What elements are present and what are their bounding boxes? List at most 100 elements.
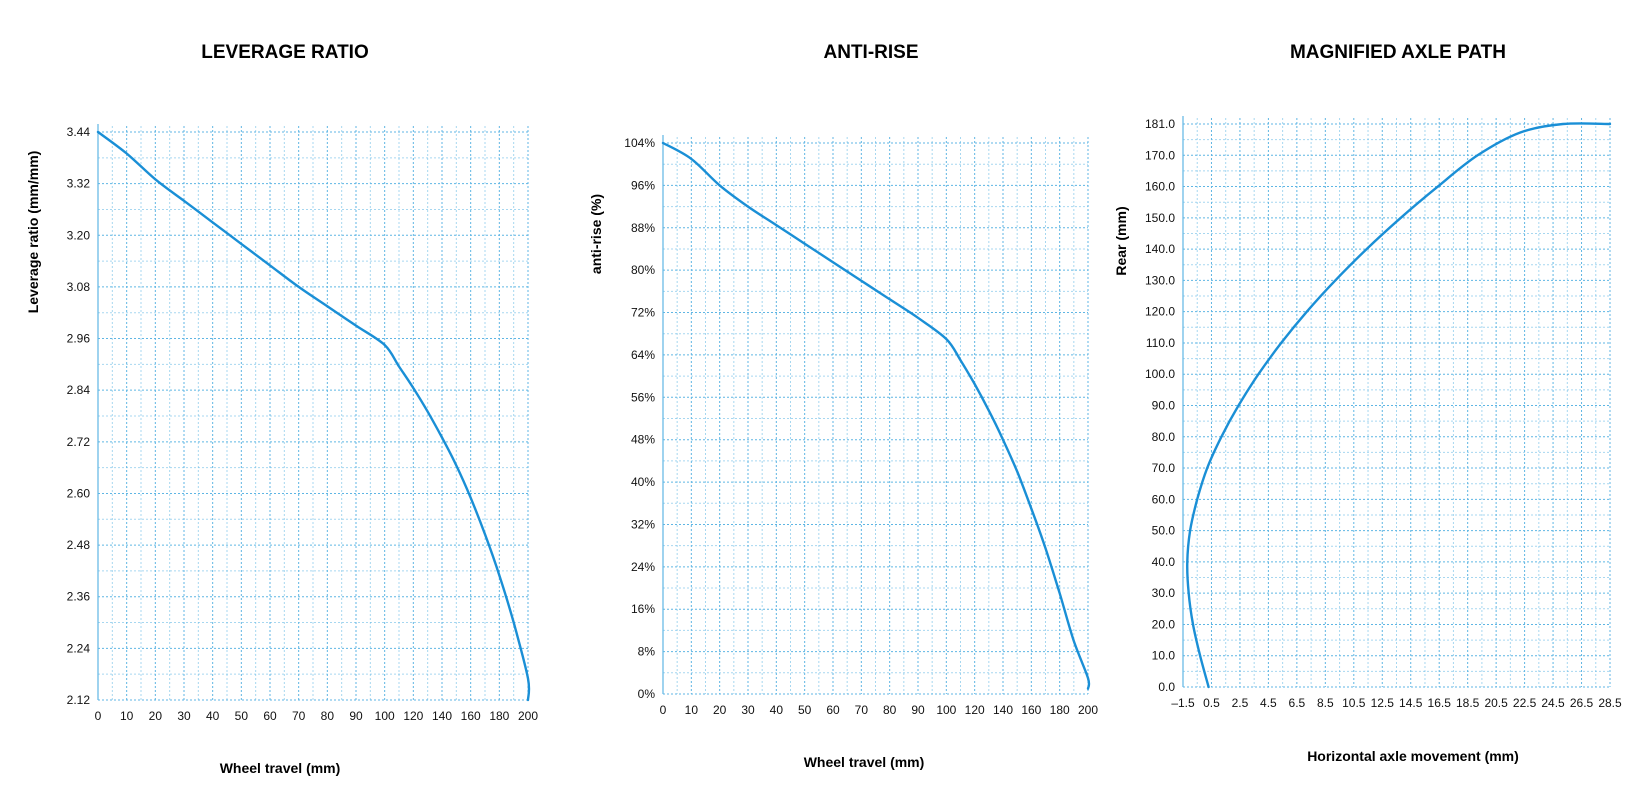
y-tick-label: 160.0 [1145,180,1175,194]
y-tick-label: 2.36 [67,590,91,604]
y-tick-label: 10.0 [1152,649,1176,663]
x-axis-label: Horizontal axle movement (mm) [1307,748,1519,764]
x-axis-label: Wheel travel (mm) [220,760,341,776]
x-tick-label: 8.5 [1317,696,1334,710]
y-tick-label: 32% [631,517,655,531]
x-axis-label: Wheel travel (mm) [804,754,925,770]
y-tick-label: 0.0 [1158,680,1175,694]
x-tick-label: 160 [1021,703,1041,717]
x-tick-label: 20 [713,703,727,717]
y-tick-label: 16% [631,602,655,616]
y-tick-label: 2.96 [67,332,91,346]
x-tick-label: 180 [489,709,509,723]
y-tick-label: 3.32 [67,177,91,191]
x-tick-label: 14.5 [1399,696,1423,710]
x-tick-label: 6.5 [1289,696,1306,710]
plot-area: 0 10 20 30 40 50 60 70 80 90 100 120 140 160 180 200 2.1… [67,124,538,723]
chart-anti-rise: ANTI-RISE Wheel travel (mm) anti-rise (%… [588,42,1098,770]
y-tick-label: 2.48 [67,538,91,552]
x-tick-label: 80 [321,709,335,723]
x-tick-label: 180 [1050,703,1070,717]
x-tick-label: 90 [911,703,925,717]
y-tick-label: 56% [631,390,655,404]
y-tick-label: 0% [638,687,656,701]
x-tick-label: 20 [149,709,163,723]
x-tick-label: 2.5 [1232,696,1249,710]
y-tick-label: 20.0 [1152,617,1176,631]
x-tick-label: 26.5 [1570,696,1594,710]
y-tick-label: 104% [624,136,655,150]
x-tick-label: 12.5 [1371,696,1395,710]
x-tick-label: 10.5 [1342,696,1366,710]
chart-title: LEVERAGE RATIO [201,42,369,63]
plot-area: –1.5 0.5 2.5 4.5 6.5 8.5 10.5 12.5 14.5 16.5 18.5 2… [1145,116,1622,710]
x-tick-label: 10 [120,709,134,723]
x-tick-label: 100 [375,709,395,723]
y-tick-label: 181.0 [1145,117,1175,131]
x-tick-label: 0 [660,703,667,717]
y-tick-label: 48% [631,433,655,447]
y-axis-label: Rear (mm) [1113,206,1129,275]
x-tick-label: 100 [936,703,956,717]
y-tick-label: 8% [638,645,656,659]
y-tick-label: 2.12 [67,693,91,707]
y-tick-label: 30.0 [1152,586,1176,600]
y-tick-label: 50.0 [1152,524,1176,538]
y-tick-label: 3.44 [67,125,91,139]
x-tick-label: –1.5 [1171,696,1195,710]
x-tick-label: 90 [349,709,363,723]
x-tick-label: 18.5 [1456,696,1480,710]
x-tick-label: 140 [432,709,452,723]
x-tick-label: 16.5 [1428,696,1452,710]
y-tick-label: 3.08 [67,280,91,294]
y-tick-label: 2.72 [67,435,91,449]
y-tick-label: 100.0 [1145,367,1175,381]
plot-area: 0 10 20 30 40 50 60 70 80 90 100 120 140 160 180 200 0% 8… [624,135,1098,717]
x-tick-label: 160 [461,709,481,723]
y-tick-label: 130.0 [1145,273,1175,287]
x-tick-label: 70 [855,703,869,717]
x-tick-label: 60 [263,709,277,723]
x-tick-label: 20.5 [1484,696,1508,710]
y-tick-label: 72% [631,306,655,320]
x-tick-label: 4.5 [1260,696,1277,710]
y-tick-label: 170.0 [1145,148,1175,162]
x-tick-label: 80 [883,703,897,717]
y-tick-label: 2.60 [67,486,91,500]
x-tick-label: 0 [95,709,102,723]
y-axis-label: Leverage ratio (mm/mm) [25,151,41,314]
x-tick-label: 0.5 [1203,696,1220,710]
series-line [96,130,531,702]
y-tick-label: 2.84 [67,383,91,397]
y-tick-label: 70.0 [1152,461,1176,475]
x-tick-label: 40 [206,709,220,723]
x-tick-label: 30 [177,709,191,723]
y-tick-label: 2.24 [67,641,91,655]
x-tick-label: 200 [518,709,538,723]
x-tick-label: 140 [993,703,1013,717]
chart-title: ANTI-RISE [824,42,919,63]
x-tick-label: 200 [1078,703,1098,717]
x-tick-label: 50 [798,703,812,717]
x-tick-label: 30 [741,703,755,717]
x-tick-label: 28.5 [1598,696,1622,710]
y-tick-label: 88% [631,221,655,235]
chart-magnified-axle-path: MAGNIFIED AXLE PATH Horizontal axle move… [1113,42,1622,764]
x-tick-label: 120 [403,709,423,723]
y-tick-label: 80% [631,263,655,277]
y-tick-label: 64% [631,348,655,362]
y-tick-label: 150.0 [1145,211,1175,225]
x-tick-label: 50 [235,709,249,723]
x-tick-label: 120 [965,703,985,717]
y-tick-label: 120.0 [1145,305,1175,319]
x-tick-label: 22.5 [1513,696,1537,710]
y-tick-label: 40% [631,475,655,489]
series-line [1186,122,1612,689]
y-tick-label: 80.0 [1152,430,1176,444]
y-tick-label: 24% [631,560,655,574]
chart-title: MAGNIFIED AXLE PATH [1290,42,1506,63]
y-axis-label: anti-rise (%) [588,194,604,274]
y-tick-label: 110.0 [1146,336,1175,350]
y-tick-label: 96% [631,178,655,192]
x-tick-label: 70 [292,709,306,723]
